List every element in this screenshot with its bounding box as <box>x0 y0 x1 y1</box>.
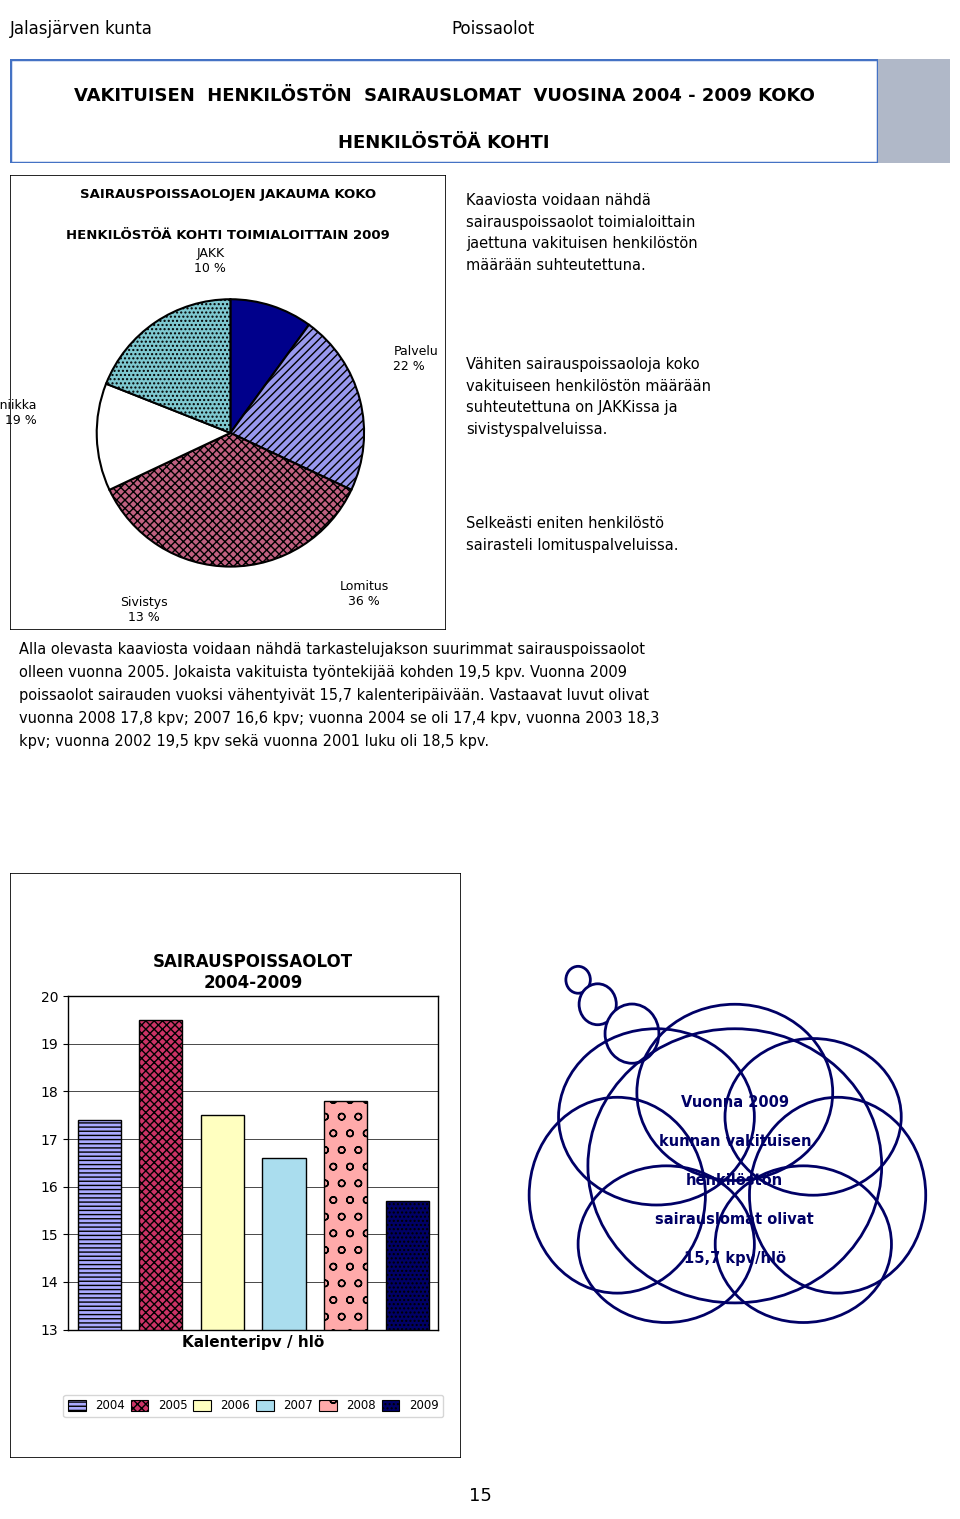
Text: Kaaviosta voidaan nähdä
sairauspoissaolot toimialoittain
jaettuna vakituisen hen: Kaaviosta voidaan nähdä sairauspoissaolo… <box>466 193 698 273</box>
Ellipse shape <box>715 1167 892 1323</box>
Text: henkilöstön: henkilöstön <box>686 1173 783 1188</box>
Text: VAKITUISEN  HENKILÖSTÖN  SAIRAUSLOMAT  VUOSINA 2004 - 2009 KOKO: VAKITUISEN HENKILÖSTÖN SAIRAUSLOMAT VUOS… <box>74 87 814 105</box>
Ellipse shape <box>750 1097 925 1293</box>
Wedge shape <box>109 433 351 567</box>
Bar <box>139 1021 182 1519</box>
Text: HENKILÖSTÖÄ KOHTI: HENKILÖSTÖÄ KOHTI <box>338 134 550 152</box>
Bar <box>324 1101 368 1519</box>
Text: Jalasjärven kunta: Jalasjärven kunta <box>10 20 153 38</box>
Text: kunnan vakituisen: kunnan vakituisen <box>659 1133 811 1148</box>
Text: Selkeästi eniten henkilöstö
sairasteli lomituspalveluissa.: Selkeästi eniten henkilöstö sairasteli l… <box>466 516 679 553</box>
Text: JAKK
10 %: JAKK 10 % <box>195 248 227 275</box>
FancyBboxPatch shape <box>10 175 446 630</box>
Text: Alla olevasta kaaviosta voidaan nähdä tarkastelujakson suurimmat sairauspoissaol: Alla olevasta kaaviosta voidaan nähdä ta… <box>19 643 660 749</box>
Bar <box>201 1115 244 1519</box>
FancyBboxPatch shape <box>10 873 461 1458</box>
Ellipse shape <box>578 1167 755 1323</box>
X-axis label: Kalenteripv / hlö: Kalenteripv / hlö <box>182 1335 324 1350</box>
Ellipse shape <box>725 1039 901 1195</box>
Text: Tekniikka
19 %: Tekniikka 19 % <box>0 399 36 427</box>
Text: SAIRAUSPOISSAOLOJEN JAKAUMA KOKO: SAIRAUSPOISSAOLOJEN JAKAUMA KOKO <box>80 188 376 202</box>
Wedge shape <box>230 299 309 433</box>
Bar <box>78 1120 121 1519</box>
Ellipse shape <box>636 1004 832 1180</box>
Wedge shape <box>230 325 364 489</box>
Ellipse shape <box>529 1097 706 1293</box>
Wedge shape <box>97 384 230 489</box>
Title: SAIRAUSPOISSAOLOT
2004-2009: SAIRAUSPOISSAOLOT 2004-2009 <box>154 952 353 992</box>
Text: sairauslomat olivat: sairauslomat olivat <box>656 1212 814 1227</box>
Ellipse shape <box>579 984 616 1025</box>
Text: Sivistys
13 %: Sivistys 13 % <box>120 595 167 624</box>
Text: Palvelu
22 %: Palvelu 22 % <box>394 345 438 374</box>
Legend: 2004, 2005, 2006, 2007, 2008, 2009: 2004, 2005, 2006, 2007, 2008, 2009 <box>63 1394 444 1417</box>
Text: 15: 15 <box>468 1487 492 1505</box>
Text: Vähiten sairauspoissaoloja koko
vakituiseen henkilöstön määrään
suhteutettuna on: Vähiten sairauspoissaoloja koko vakituis… <box>466 357 711 437</box>
Ellipse shape <box>588 1028 881 1303</box>
Bar <box>386 1202 429 1519</box>
FancyBboxPatch shape <box>878 59 950 163</box>
Text: Lomitus
36 %: Lomitus 36 % <box>340 580 389 608</box>
Bar <box>262 1157 305 1519</box>
Text: HENKILÖSTÖÄ KOHTI TOIMIALOITTAIN 2009: HENKILÖSTÖÄ KOHTI TOIMIALOITTAIN 2009 <box>66 229 390 243</box>
Wedge shape <box>107 299 230 433</box>
Ellipse shape <box>605 1004 659 1063</box>
Text: Poissaolot: Poissaolot <box>452 20 535 38</box>
FancyBboxPatch shape <box>10 59 878 163</box>
Text: 15,7 kpv/hlö: 15,7 kpv/hlö <box>684 1252 786 1267</box>
Ellipse shape <box>565 966 590 993</box>
Text: Vuonna 2009: Vuonna 2009 <box>681 1095 789 1110</box>
Ellipse shape <box>559 1028 755 1205</box>
